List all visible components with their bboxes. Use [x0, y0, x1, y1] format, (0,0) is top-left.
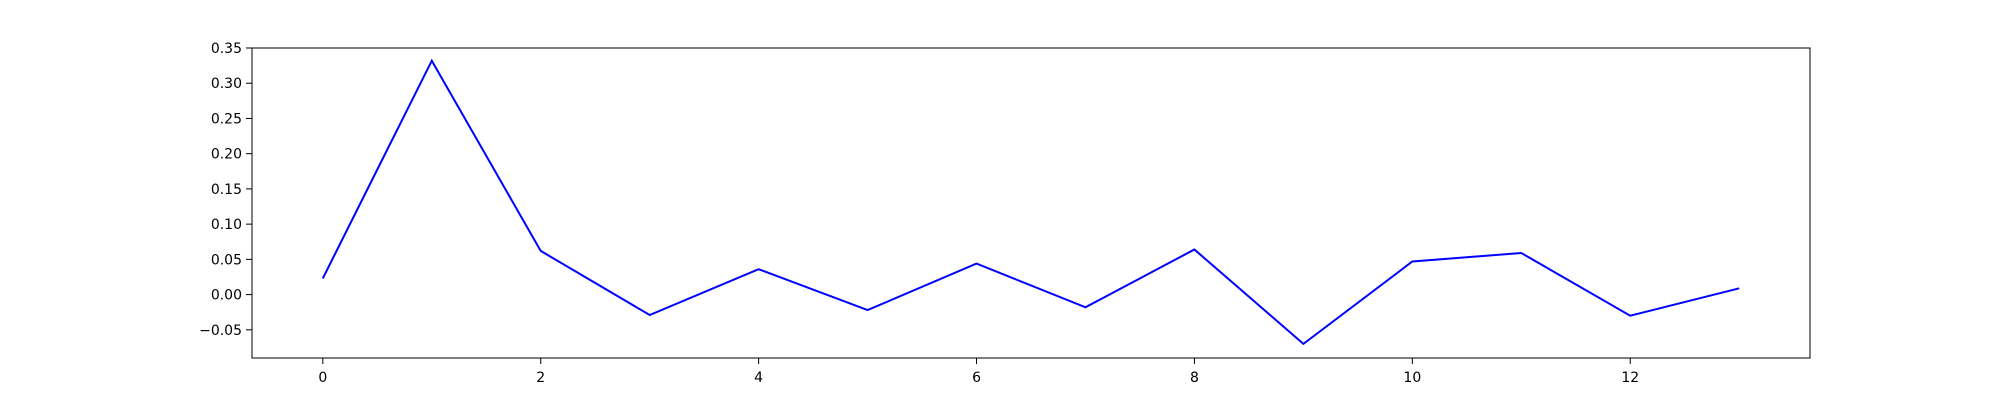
y-axis: −0.05 0.00 0.05 0.10 0.15 0.20 0.25 0.30 0.35	[199, 41, 252, 339]
y-tick-label: 0.35	[211, 41, 242, 57]
y-tick-label: 0.00	[211, 288, 242, 304]
y-tick-label: 0.20	[211, 147, 242, 163]
x-tick-label: 2	[536, 370, 545, 386]
x-tick-label: 10	[1403, 370, 1421, 386]
plot-frame	[251, 47, 1811, 359]
plot-area	[252, 48, 1810, 358]
x-tick-label: 8	[1190, 370, 1199, 386]
y-tick-label: 0.15	[211, 182, 242, 198]
y-tick-label: 0.10	[211, 217, 242, 233]
x-axis: 0 2 4 6 8 10 12	[318, 358, 1639, 386]
y-tick-label: 0.25	[211, 111, 242, 127]
y-tick-label: 0.30	[211, 76, 242, 92]
x-tick-label: 12	[1621, 370, 1639, 386]
x-tick-label: 4	[754, 370, 763, 386]
x-tick-label: 6	[972, 370, 981, 386]
x-tick-label: 0	[318, 370, 327, 386]
series-line	[321, 58, 1740, 346]
y-tick-label: −0.05	[199, 323, 242, 339]
y-tick-label: 0.05	[211, 252, 242, 268]
series-layer	[321, 58, 1740, 346]
